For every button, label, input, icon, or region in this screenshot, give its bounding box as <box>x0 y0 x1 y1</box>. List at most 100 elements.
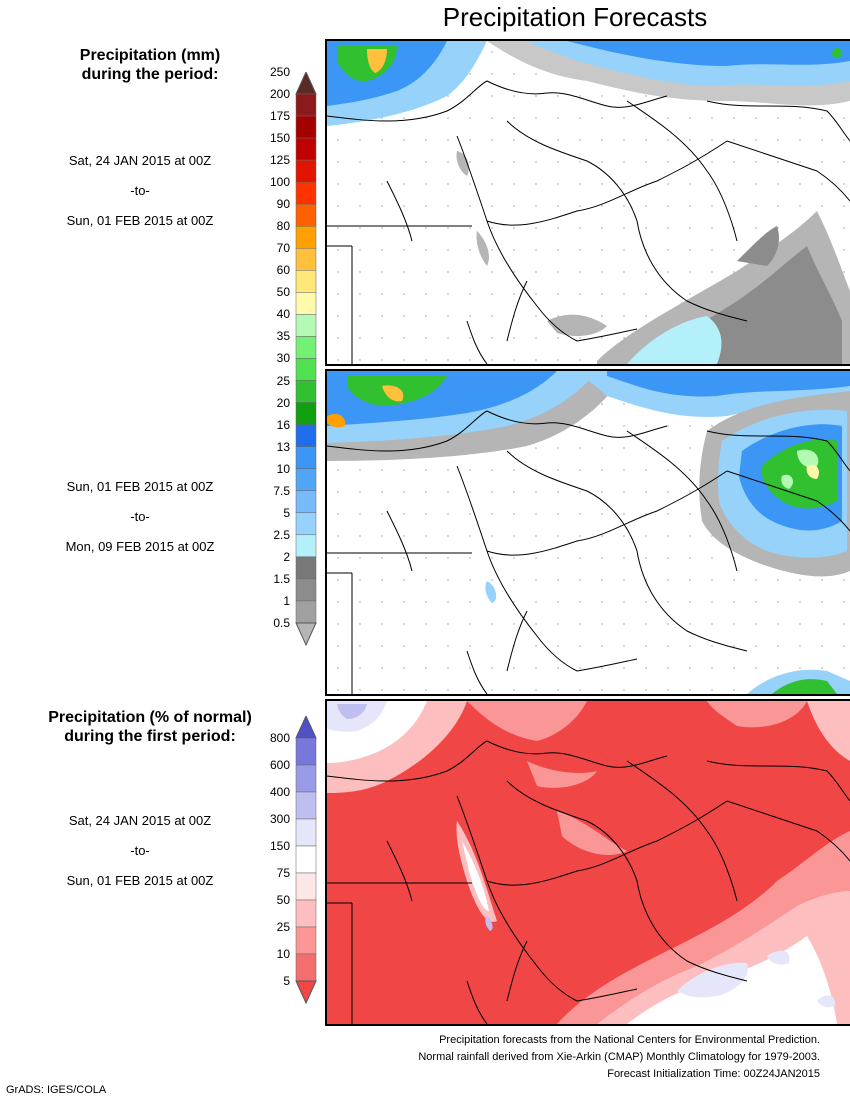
mm-colorbar-segment <box>295 446 317 469</box>
mm-colorbar-segment <box>295 292 317 315</box>
pct-colorbar-tick-label: 300 <box>269 812 290 826</box>
precip-map-period-1 <box>325 39 850 366</box>
mm-colorbar-segment <box>295 203 317 227</box>
pct-colorbar-tick-label: 5 <box>283 974 290 988</box>
mm-colorbar-segment <box>295 424 317 447</box>
mm-colorbar-segment <box>295 534 317 558</box>
pct-colorbar-tick-label: 400 <box>269 785 290 799</box>
pct-colorbar-bottom-arrow <box>295 980 317 1005</box>
pct-colorbar-tick-label: 10 <box>276 947 290 961</box>
mm-colorbar-tick-label: 125 <box>269 153 290 168</box>
pct-colorbar-segment <box>295 764 317 793</box>
mm-colorbar-tick-label: 13 <box>276 439 290 454</box>
mm-colorbar-segment <box>295 578 317 602</box>
period-3-label: Sat, 24 JAN 2015 at 00Z -to- Sun, 01 FEB… <box>20 813 260 889</box>
period-1-start: Sat, 24 JAN 2015 at 00Z <box>68 153 212 168</box>
mm-legend-heading: Precipitation (mm) during the period: <box>20 46 280 84</box>
mm-colorbar-tick-label: 40 <box>276 307 290 322</box>
mm-colorbar-segment <box>295 490 317 514</box>
pct-colorbar-top-arrow <box>295 716 317 739</box>
mm-colorbar-tick-label: 20 <box>276 395 290 410</box>
period-2-start: Sun, 01 FEB 2015 at 00Z <box>66 479 214 494</box>
mm-colorbar-segment <box>295 402 317 425</box>
pct-colorbar-segment <box>295 791 317 820</box>
pct-colorbar-tick-label: 150 <box>269 839 290 853</box>
footer-source-line: Precipitation forecasts from the Nationa… <box>439 1034 820 1046</box>
mm-colorbar-tick-label: 60 <box>276 263 290 278</box>
mm-colorbar-tick-label: 0.5 <box>273 615 290 630</box>
mm-colorbar-segment <box>295 181 317 205</box>
mm-colorbar-tick-label: 35 <box>276 329 290 344</box>
period-3-sep: -to- <box>130 843 150 858</box>
period-2-label: Sun, 01 FEB 2015 at 00Z -to- Mon, 09 FEB… <box>20 479 260 555</box>
mm-colorbar-segment <box>295 159 317 183</box>
mm-legend-heading-line2: during the period: <box>81 66 219 83</box>
mm-colorbar-tick-label: 30 <box>276 351 290 366</box>
pct-colorbar-tick-label: 50 <box>276 893 290 907</box>
pct-normal-map <box>325 699 850 1026</box>
mm-colorbar-tick-label: 70 <box>276 241 290 256</box>
mm-colorbar-segment <box>295 137 317 161</box>
mm-colorbar-segment <box>295 380 317 403</box>
period-1-sep: -to- <box>130 183 150 198</box>
pct-colorbar-segment <box>295 899 317 928</box>
mm-colorbar-tick-label: 150 <box>269 131 290 146</box>
pct-colorbar-segment <box>295 926 317 955</box>
mm-colorbar-segment <box>295 225 317 249</box>
mm-colorbar-tick-label: 7.5 <box>273 483 290 498</box>
mm-colorbar-segment <box>295 512 317 536</box>
mm-colorbar-tick-label: 90 <box>276 197 290 212</box>
mm-colorbar-tick-label: 1.5 <box>273 571 290 586</box>
pct-colorbar-segment <box>295 818 317 847</box>
mm-colorbar-tick-label: 5 <box>283 505 290 520</box>
mm-colorbar-segment <box>295 336 317 359</box>
mm-colorbar-segment <box>295 314 317 337</box>
period-3-end: Sun, 01 FEB 2015 at 00Z <box>66 873 214 888</box>
mm-colorbar-segment <box>295 556 317 580</box>
mm-colorbar-tick-label: 175 <box>269 109 290 124</box>
pct-colorbar <box>295 716 317 1005</box>
footer-init-time-line: Forecast Initialization Time: 00Z24JAN20… <box>607 1068 820 1080</box>
mm-colorbar-tick-label: 80 <box>276 219 290 234</box>
pct-colorbar-tick-label: 600 <box>269 758 290 772</box>
footer-climatology-line: Normal rainfall derived from Xie-Arkin (… <box>418 1051 820 1063</box>
mm-colorbar-segment <box>295 248 317 271</box>
mm-colorbar-tick-label: 50 <box>276 285 290 300</box>
page-title: Precipitation Forecasts <box>442 2 708 32</box>
mm-colorbar-segment <box>295 93 317 117</box>
pct-colorbar-segment <box>295 737 317 766</box>
mm-colorbar-segment <box>295 468 317 491</box>
pct-colorbar-tick-label: 75 <box>276 866 290 880</box>
pct-colorbar-tick-label: 25 <box>276 920 290 934</box>
period-2-sep: -to- <box>130 509 150 524</box>
precip-map-period-2 <box>325 369 850 696</box>
mm-colorbar-tick-label: 200 <box>269 87 290 101</box>
period-1-end: Sun, 01 FEB 2015 at 00Z <box>66 213 214 228</box>
mm-colorbar-top-arrow <box>295 72 317 95</box>
mm-colorbar-tick-label: 10 <box>276 461 290 476</box>
mm-colorbar-tick-label: 16 <box>276 417 290 432</box>
mm-legend-heading-line1: Precipitation (mm) <box>79 47 221 64</box>
mm-colorbar-tick-label: 25 <box>276 373 290 388</box>
pct-legend-heading: Precipitation (% of normal) during the f… <box>20 708 280 746</box>
period-3-start: Sat, 24 JAN 2015 at 00Z <box>68 813 212 828</box>
mm-colorbar-segment <box>295 600 317 624</box>
mm-colorbar-segment <box>295 358 317 381</box>
pct-colorbar-segment <box>295 872 317 901</box>
period-2-end: Mon, 09 FEB 2015 at 00Z <box>65 539 215 554</box>
mm-colorbar-tick-label: 250 <box>269 64 290 79</box>
mm-colorbar-segment <box>295 270 317 293</box>
mm-colorbar-bottom-arrow <box>295 622 317 647</box>
mm-colorbar-tick-label: 2 <box>283 549 290 564</box>
mm-colorbar-tick-label: 2.5 <box>273 527 290 542</box>
pct-colorbar-segment <box>295 953 317 982</box>
pct-legend-heading-line2: during the first period: <box>64 728 236 745</box>
mm-colorbar-tick-label: 1 <box>283 593 290 608</box>
grads-credit: GrADS: IGES/COLA <box>6 1084 107 1096</box>
pct-colorbar-tick-label: 800 <box>269 731 290 745</box>
pct-legend-heading-line1: Precipitation (% of normal) <box>48 709 252 726</box>
mm-colorbar-segment <box>295 115 317 139</box>
pct-colorbar-segment <box>295 845 317 874</box>
mm-colorbar-tick-label: 100 <box>269 175 290 190</box>
period-1-label: Sat, 24 JAN 2015 at 00Z -to- Sun, 01 FEB… <box>20 153 260 229</box>
